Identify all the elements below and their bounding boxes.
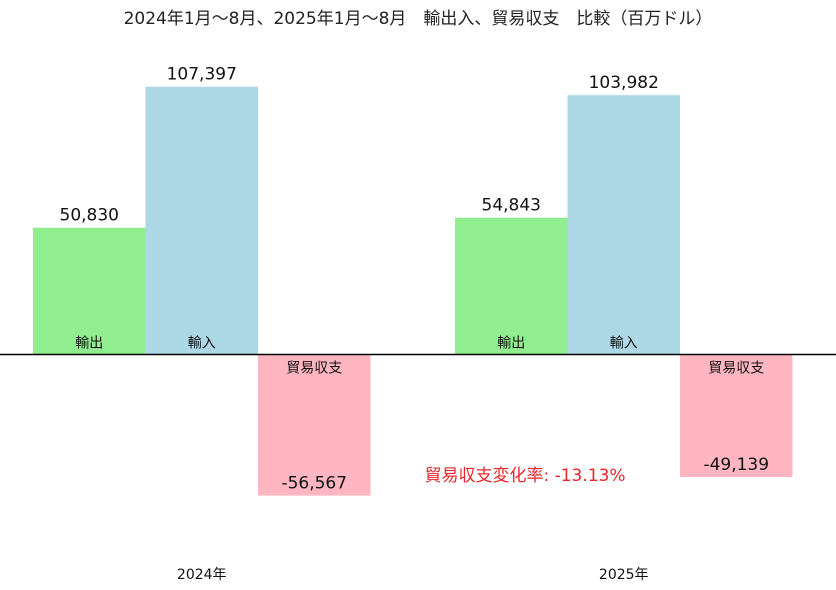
bar-trade-balance-1 [258, 354, 371, 496]
category-label-imports-2: 輸入 [610, 336, 638, 352]
chart-title: 2024年1月～8月、2025年1月～8月 輸出入、貿易収支 比較（百万ドル） [124, 9, 713, 29]
category-label-trade-balance-2: 貿易収支 [708, 361, 764, 377]
bar-imports-1 [145, 86, 258, 355]
value-label-imports-1: 107,397 [167, 65, 237, 85]
value-label-imports-2: 103,982 [589, 73, 659, 93]
value-label-trade-balance-2: -49,139 [703, 455, 769, 475]
value-label-trade-balance-1: -56,567 [281, 474, 347, 494]
category-label-imports-1: 輸入 [188, 336, 216, 352]
group-label-2: 2025年 [599, 567, 649, 583]
category-label-exports-2: 輸出 [497, 336, 525, 352]
value-label-exports-1: 50,830 [60, 206, 119, 226]
category-label-exports-1: 輸出 [75, 336, 103, 352]
category-label-trade-balance-1: 貿易収支 [286, 361, 342, 377]
bar-exports-2 [455, 217, 568, 355]
bar-exports-1 [33, 227, 146, 355]
bar-imports-2 [567, 95, 680, 355]
bar-trade-balance-2 [680, 354, 793, 478]
value-label-exports-2: 54,843 [482, 196, 541, 216]
trade-balance-change-annotation: 貿易収支変化率: -13.13% [424, 466, 625, 486]
group-label-1: 2024年 [177, 567, 227, 583]
